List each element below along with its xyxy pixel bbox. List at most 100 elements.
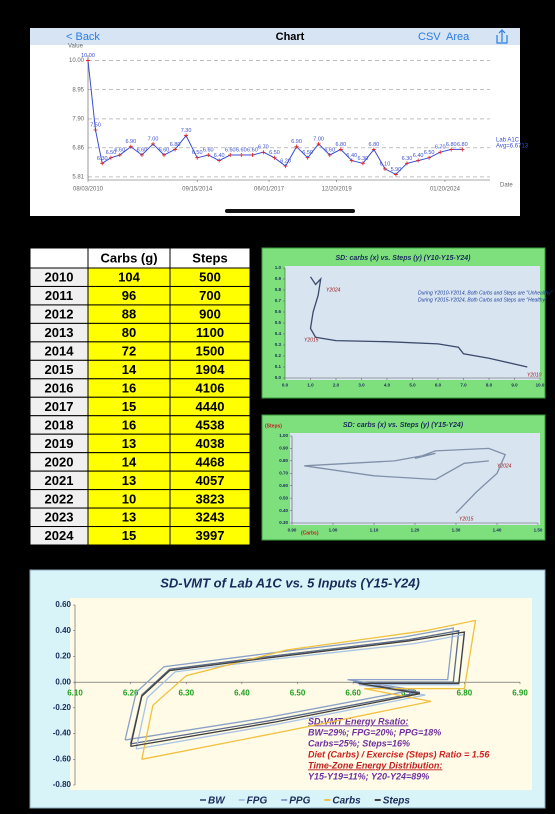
annotation: Carbs=25%; Steps=16%	[308, 738, 410, 748]
y-tick-label: 5.81	[72, 175, 84, 181]
y-tick-label: 0.80	[279, 458, 288, 463]
y-tick-label: 0.2	[275, 353, 282, 358]
annotation: Time-Zone Energy Distribution:	[308, 760, 442, 770]
point-marker	[449, 147, 454, 152]
y-tick-label: 0.70	[279, 470, 288, 475]
chart3-plot	[290, 433, 540, 525]
y-tick-label: 0.40	[55, 626, 71, 635]
point-marker	[128, 144, 133, 149]
annotation: During Y2010-Y2014, Both Carbs and Steps…	[418, 290, 553, 296]
value-label: 6.60	[225, 147, 236, 153]
point-marker	[294, 144, 299, 149]
table-cell-text: 10	[122, 491, 136, 506]
point-marker	[371, 147, 376, 152]
point-marker	[162, 153, 167, 157]
value-label: 6.30	[97, 156, 108, 162]
value-label: 7.00	[313, 136, 324, 142]
x-tick-label: 06/01/2017	[254, 187, 285, 193]
value-label: 7.00	[148, 136, 159, 142]
x-tick-label: 6.0	[435, 383, 442, 388]
home-indicator	[225, 209, 355, 213]
screenshot	[30, 28, 520, 216]
y-tick-label: 0.20	[55, 652, 71, 661]
csv-button[interactable]: CSV	[418, 31, 441, 43]
value-label: 6.80	[170, 142, 181, 148]
y-tick-label: 10.00	[69, 58, 85, 64]
point-marker	[349, 158, 354, 163]
y-tick-label: 0.30	[279, 520, 288, 525]
point-marker	[195, 155, 200, 160]
y-tick-label: 0.60	[279, 483, 288, 488]
y-axis-label: Value	[68, 44, 84, 50]
value-label: 6.50	[192, 150, 203, 156]
table-cell-text: 2019	[45, 436, 74, 451]
x-tick-label: 1.20	[411, 528, 420, 533]
value-label: 6.40	[346, 153, 357, 159]
y-tick-label: 0.90	[279, 446, 288, 451]
y-tick-label: 1.0	[275, 265, 282, 270]
point-marker	[438, 150, 443, 155]
area-button[interactable]: Area	[446, 31, 470, 43]
table-cell-text: 15	[122, 528, 136, 543]
value-label: 6.10	[380, 161, 391, 167]
chart2-plot	[285, 266, 540, 380]
table-cell-text: 1500	[196, 344, 225, 359]
value-label: 6.50	[269, 150, 280, 156]
table-header: Steps	[192, 250, 227, 265]
x-tick-label: 0.0	[282, 383, 289, 388]
table-cell-text: 4106	[196, 380, 225, 395]
point-marker	[460, 147, 465, 152]
point-marker	[393, 172, 398, 177]
x-axis-label: Date	[500, 183, 513, 189]
table-cell-text: 14	[122, 454, 137, 469]
point-marker	[100, 161, 105, 166]
value-label: 5.90	[391, 167, 402, 173]
point-marker	[316, 141, 321, 146]
value-label: 7.50	[90, 122, 101, 128]
table-cell-text: 2015	[45, 362, 74, 377]
share-icon[interactable]	[496, 29, 508, 44]
table-cell-text: 2011	[45, 288, 73, 303]
value-label: 6.50	[106, 150, 117, 156]
value-label: 6.30	[402, 156, 413, 162]
table-cell-text: 13	[122, 436, 136, 451]
y-tick-label: -0.40	[53, 729, 72, 738]
table-cell-text: 2024	[45, 528, 75, 543]
x-tick-label: 6.60	[345, 688, 361, 697]
y-tick-label: 0.50	[279, 495, 288, 500]
x-tick-label: 08/03/2010	[73, 187, 104, 193]
x-tick-label: 01/20/2024	[430, 187, 461, 193]
annotation: Y2015	[459, 516, 474, 522]
y-tick-label: 0.3	[275, 342, 282, 347]
table-cell-text: 2013	[45, 325, 74, 340]
y-axis-label: (Steps)	[265, 423, 282, 429]
back-button[interactable]: < Back	[66, 31, 100, 43]
x-tick-label: 2.0	[333, 383, 340, 388]
table-cell-text: 4468	[196, 454, 225, 469]
table-cell-text: 2020	[45, 454, 74, 469]
y-tick-label: 0.00	[55, 677, 71, 686]
value-label: 6.60	[324, 147, 335, 153]
value-label: 6.60	[203, 147, 214, 153]
table-cell-text: 16	[122, 417, 136, 432]
x-tick-label: 6.40	[234, 688, 250, 697]
table-cell-text: 3243	[196, 510, 225, 525]
point-marker	[427, 155, 432, 160]
y-tick-label: 1.00	[279, 433, 288, 438]
value-label: 7.30	[181, 128, 192, 134]
table-cell-text: 2021	[45, 473, 74, 488]
annotation: During Y2015-Y2024, Both Carbs and Steps…	[418, 297, 547, 303]
legend-label: PPG	[289, 796, 310, 807]
table-cell-text: 16	[122, 380, 136, 395]
y-tick-label: 0.40	[279, 508, 288, 513]
avg-label: Avg=6.6713	[496, 144, 529, 150]
x-tick-label: 1.50	[534, 528, 543, 533]
x-tick-label: 6.50	[290, 688, 306, 697]
nav-title: Chart	[276, 31, 305, 43]
chart4-title: SD-VMT of Lab A1C vs. 5 Inputs (Y15-Y24)	[160, 575, 420, 590]
y-tick-label: 0.5	[275, 320, 282, 325]
y-tick-label: 0.0	[275, 375, 282, 380]
value-label: 6.80	[457, 142, 468, 148]
value-label: 6.70	[258, 145, 269, 151]
